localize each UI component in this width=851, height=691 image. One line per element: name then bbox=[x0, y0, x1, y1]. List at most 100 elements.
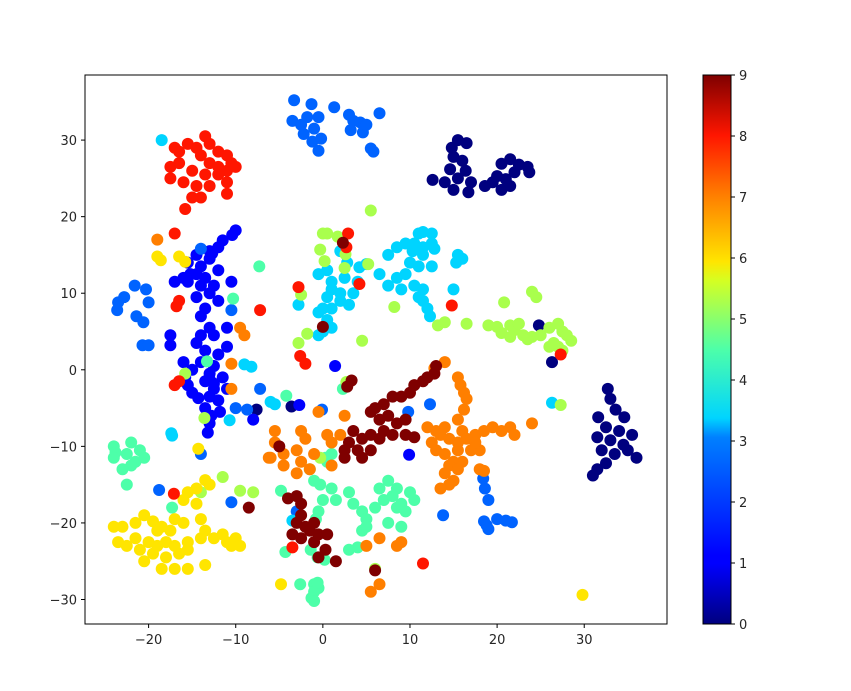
data-point bbox=[495, 425, 508, 437]
data-point bbox=[306, 135, 319, 148]
data-point bbox=[604, 392, 617, 405]
data-point bbox=[316, 320, 329, 333]
data-point bbox=[225, 275, 238, 288]
data-point bbox=[530, 291, 543, 304]
data-point bbox=[181, 543, 194, 556]
data-point bbox=[576, 588, 589, 601]
data-point bbox=[192, 442, 205, 455]
data-point bbox=[425, 227, 438, 240]
data-point bbox=[275, 578, 287, 591]
data-point bbox=[367, 145, 380, 158]
data-point bbox=[112, 296, 125, 309]
data-point bbox=[343, 486, 355, 499]
data-point bbox=[295, 455, 308, 468]
data-point bbox=[600, 421, 612, 434]
data-point bbox=[168, 275, 181, 288]
data-point bbox=[194, 513, 207, 526]
data-point bbox=[521, 333, 534, 346]
data-point bbox=[356, 334, 369, 347]
data-point bbox=[321, 291, 334, 304]
data-point bbox=[179, 255, 192, 268]
data-point bbox=[360, 118, 373, 131]
colorbar-tick-label: 6 bbox=[739, 252, 747, 267]
data-point bbox=[356, 432, 369, 445]
data-point bbox=[601, 382, 614, 395]
data-point bbox=[356, 451, 369, 464]
data-point bbox=[290, 467, 303, 480]
data-point bbox=[360, 539, 373, 552]
data-point bbox=[504, 330, 517, 343]
colorbar-tick-label: 0 bbox=[739, 618, 747, 633]
data-point bbox=[177, 176, 190, 189]
data-point bbox=[338, 451, 351, 464]
data-point bbox=[190, 291, 203, 304]
data-point bbox=[207, 532, 220, 545]
data-point bbox=[526, 417, 538, 430]
data-point bbox=[450, 256, 463, 269]
data-point bbox=[199, 559, 212, 571]
colorbar-tick-label: 4 bbox=[739, 374, 747, 389]
data-point bbox=[194, 191, 207, 204]
data-point bbox=[190, 497, 203, 510]
data-point bbox=[318, 255, 331, 268]
data-point bbox=[460, 392, 473, 405]
data-point bbox=[107, 520, 120, 533]
data-point bbox=[382, 516, 395, 529]
data-point bbox=[151, 539, 164, 552]
data-point bbox=[212, 348, 225, 361]
data-point bbox=[242, 501, 255, 514]
data-point bbox=[312, 111, 325, 124]
data-point bbox=[138, 451, 151, 464]
data-point bbox=[395, 520, 408, 533]
data-point bbox=[277, 459, 290, 472]
data-point bbox=[308, 448, 321, 460]
data-point bbox=[512, 317, 525, 330]
data-point bbox=[329, 494, 342, 506]
data-point bbox=[428, 242, 441, 255]
data-point bbox=[167, 487, 180, 500]
data-point bbox=[155, 520, 168, 533]
data-point bbox=[160, 551, 172, 564]
colorbar-tick-label: 5 bbox=[739, 313, 747, 328]
data-point bbox=[212, 264, 225, 277]
data-point bbox=[203, 180, 216, 192]
data-point bbox=[347, 497, 360, 510]
data-point bbox=[399, 413, 412, 426]
data-point bbox=[116, 520, 129, 533]
data-point bbox=[609, 403, 622, 416]
x-tick-label: 10 bbox=[402, 633, 419, 648]
data-point bbox=[264, 395, 277, 408]
data-point bbox=[329, 360, 342, 372]
colorbar-gradient bbox=[702, 74, 732, 625]
data-point bbox=[177, 494, 190, 506]
y-tick-label: 30 bbox=[60, 134, 77, 149]
data-point bbox=[437, 509, 450, 522]
data-point bbox=[456, 154, 469, 167]
data-point bbox=[225, 382, 238, 395]
data-point bbox=[221, 176, 233, 189]
data-point bbox=[364, 585, 377, 598]
data-point bbox=[247, 413, 260, 426]
data-point bbox=[325, 482, 338, 495]
data-point bbox=[216, 471, 229, 483]
data-point bbox=[447, 283, 460, 296]
data-point bbox=[305, 98, 318, 111]
data-point bbox=[321, 528, 334, 541]
colorbar-tick-label: 8 bbox=[739, 130, 747, 145]
data-point bbox=[505, 516, 518, 529]
data-point bbox=[308, 122, 321, 135]
data-point bbox=[129, 532, 142, 545]
data-point bbox=[311, 576, 324, 589]
data-point bbox=[312, 268, 325, 281]
colorbar-tick-label: 9 bbox=[739, 69, 747, 84]
data-point bbox=[186, 164, 199, 177]
data-point bbox=[137, 316, 150, 329]
data-point bbox=[201, 426, 214, 439]
data-point bbox=[595, 444, 608, 457]
data-point bbox=[234, 484, 247, 497]
data-point bbox=[292, 337, 305, 349]
data-point bbox=[417, 248, 429, 261]
data-point bbox=[325, 459, 338, 472]
data-point bbox=[194, 149, 207, 162]
data-point bbox=[592, 411, 605, 424]
